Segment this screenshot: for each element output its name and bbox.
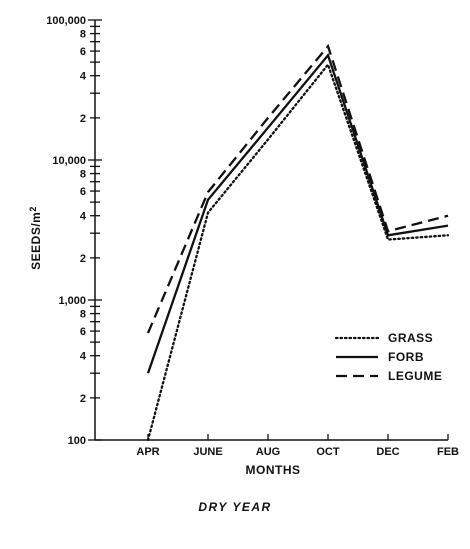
y-tick-label: 4	[80, 71, 87, 83]
y-tick-label: 10,000	[52, 155, 86, 167]
x-tick-label: JUNE	[193, 446, 222, 458]
y-tick-label: 6	[80, 326, 86, 338]
x-tick-label: DEC	[376, 446, 399, 458]
legend-label-legume: LEGUME	[388, 369, 442, 383]
y-tick-label: 6	[80, 186, 86, 198]
y-tick-label: 6	[80, 46, 86, 58]
y-tick-label: 100,000	[46, 15, 86, 27]
y-axis-title-text: SEEDS/m	[29, 212, 43, 270]
y-tick-label: 4	[80, 211, 87, 223]
x-tick-label: AUG	[256, 446, 280, 458]
x-axis-ticks: APR JUNE AUG OCT DEC FEB	[136, 434, 459, 458]
x-tick-label: OCT	[316, 446, 340, 458]
series-line-grass	[146, 62, 450, 442]
x-axis-title: MONTHS	[246, 463, 301, 477]
series-lines	[146, 43, 450, 442]
y-tick-label: 2	[80, 113, 86, 125]
series-line-legume	[146, 43, 449, 334]
series-line-forb	[146, 52, 449, 374]
y-axis-title-superscript: 2	[28, 206, 38, 212]
y-tick-label: 8	[80, 169, 86, 181]
y-tick-label: 8	[80, 29, 86, 41]
y-tick-label: 8	[80, 309, 86, 321]
legend-label-grass: GRASS	[388, 331, 433, 345]
y-tick-label: 4	[80, 351, 87, 363]
y-tick-label: 2	[80, 393, 86, 405]
y-tick-label: 2	[80, 253, 86, 265]
y-tick-label: 1,000	[58, 295, 86, 307]
x-tick-label: APR	[136, 446, 159, 458]
legend-label-forb: FORB	[388, 350, 424, 364]
x-tick-label: FEB	[437, 446, 459, 458]
y-tick-label: 100	[68, 435, 86, 447]
legend: GRASS FORB LEGUME	[334, 331, 442, 383]
chart-caption: DRY YEAR	[198, 500, 272, 514]
y-axis-ticks: 100 2 4 6 8 1,000 2 4 6 8 10,000 2 4 6 8 100,000	[46, 15, 102, 447]
y-axis-title: SEEDS/m2	[28, 206, 43, 270]
